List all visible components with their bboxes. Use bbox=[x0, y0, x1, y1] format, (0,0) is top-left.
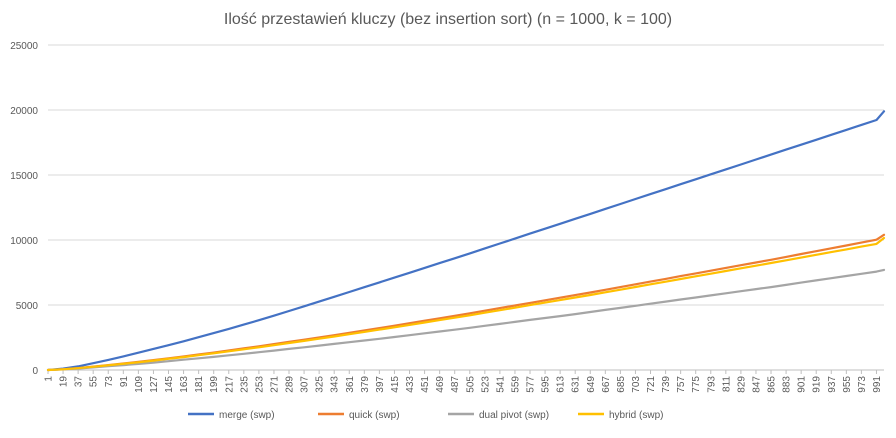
x-tick-label: 253 bbox=[254, 376, 265, 393]
legend-label: quick (swp) bbox=[349, 410, 400, 421]
x-tick-label: 325 bbox=[315, 376, 326, 393]
x-tick-label: 181 bbox=[194, 376, 205, 393]
y-axis: 0 5000 10000 15000 20000 25000 bbox=[10, 41, 38, 377]
grid-lines bbox=[48, 44, 884, 371]
x-tick-label: 559 bbox=[510, 376, 521, 393]
x-tick-label: 19 bbox=[59, 376, 70, 388]
legend-label: merge (swp) bbox=[219, 410, 275, 421]
x-tick-label: 811 bbox=[721, 376, 732, 392]
legend: merge (swp) quick (swp) dual pivot (swp) hy… bbox=[188, 410, 663, 421]
x-tick-label: 883 bbox=[782, 376, 793, 393]
x-tick-label: 289 bbox=[285, 376, 296, 393]
x-tick-label: 55 bbox=[89, 376, 100, 388]
series-line bbox=[46, 236, 886, 372]
x-tick-label: 235 bbox=[239, 376, 250, 393]
x-tick-label: 361 bbox=[345, 376, 356, 393]
x-tick-label: 505 bbox=[465, 376, 476, 393]
legend-label: hybrid (swp) bbox=[609, 410, 663, 421]
legend-label: dual pivot (swp) bbox=[479, 410, 549, 421]
x-tick-label: 415 bbox=[390, 376, 401, 393]
x-tick-label: 163 bbox=[179, 376, 190, 393]
x-tick-label: 523 bbox=[480, 376, 491, 393]
x-tick-label: 433 bbox=[405, 376, 416, 393]
x-tick-label: 775 bbox=[691, 376, 702, 393]
x-tick-label: 271 bbox=[269, 376, 280, 393]
x-tick-label: 685 bbox=[616, 376, 627, 393]
x-tick-label: 919 bbox=[812, 376, 823, 393]
x-tick-label: 865 bbox=[767, 376, 778, 393]
x-tick-label: 577 bbox=[526, 376, 537, 393]
x-tick-label: 1 bbox=[44, 376, 55, 382]
chart-title: Ilość przestawień kluczy (bez insertion … bbox=[224, 11, 672, 28]
x-tick-label: 37 bbox=[74, 376, 85, 388]
series-line bbox=[46, 110, 886, 372]
x-tick-label: 217 bbox=[224, 376, 235, 393]
x-tick-label: 631 bbox=[571, 376, 582, 393]
x-tick-label: 829 bbox=[736, 376, 747, 393]
x-tick-label: 379 bbox=[360, 376, 371, 393]
y-tick-label: 0 bbox=[32, 366, 38, 377]
series-lines bbox=[46, 110, 886, 372]
x-tick-label: 307 bbox=[300, 376, 311, 393]
x-tick-label: 901 bbox=[797, 376, 808, 393]
x-tick-label: 739 bbox=[661, 376, 672, 393]
x-tick-label: 73 bbox=[104, 376, 115, 388]
x-tick-label: 937 bbox=[827, 376, 838, 393]
x-tick-label: 199 bbox=[209, 376, 220, 393]
x-tick-label: 595 bbox=[541, 376, 552, 393]
x-tick-label: 847 bbox=[751, 376, 762, 393]
x-tick-label: 109 bbox=[134, 376, 145, 393]
x-tick-label: 991 bbox=[872, 376, 883, 393]
y-tick-label: 10000 bbox=[10, 236, 38, 247]
x-axis: 1 19 37 55 73 91 109 127 145 163 181 199 217 235 253 27… bbox=[44, 370, 883, 393]
x-tick-label: 667 bbox=[601, 376, 612, 393]
x-tick-label: 343 bbox=[330, 376, 341, 393]
series-line bbox=[46, 268, 886, 372]
x-tick-label: 469 bbox=[435, 376, 446, 393]
x-tick-label: 793 bbox=[706, 376, 717, 393]
x-tick-label: 541 bbox=[495, 376, 506, 393]
x-tick-label: 487 bbox=[450, 376, 461, 393]
x-tick-label: 649 bbox=[586, 376, 597, 393]
x-tick-label: 451 bbox=[420, 376, 431, 393]
y-tick-label: 5000 bbox=[16, 301, 39, 312]
y-tick-label: 20000 bbox=[10, 106, 38, 117]
x-tick-label: 955 bbox=[842, 376, 853, 393]
x-tick-label: 397 bbox=[375, 376, 386, 393]
x-tick-label: 973 bbox=[857, 376, 868, 393]
x-tick-label: 613 bbox=[556, 376, 567, 393]
x-tick-label: 127 bbox=[149, 376, 160, 393]
x-tick-label: 721 bbox=[646, 376, 657, 393]
x-tick-label: 703 bbox=[631, 376, 642, 393]
x-tick-label: 91 bbox=[119, 376, 130, 388]
y-tick-label: 25000 bbox=[10, 41, 38, 52]
y-tick-label: 15000 bbox=[10, 171, 38, 182]
x-tick-label: 145 bbox=[164, 376, 175, 393]
x-tick-label: 757 bbox=[676, 376, 687, 393]
